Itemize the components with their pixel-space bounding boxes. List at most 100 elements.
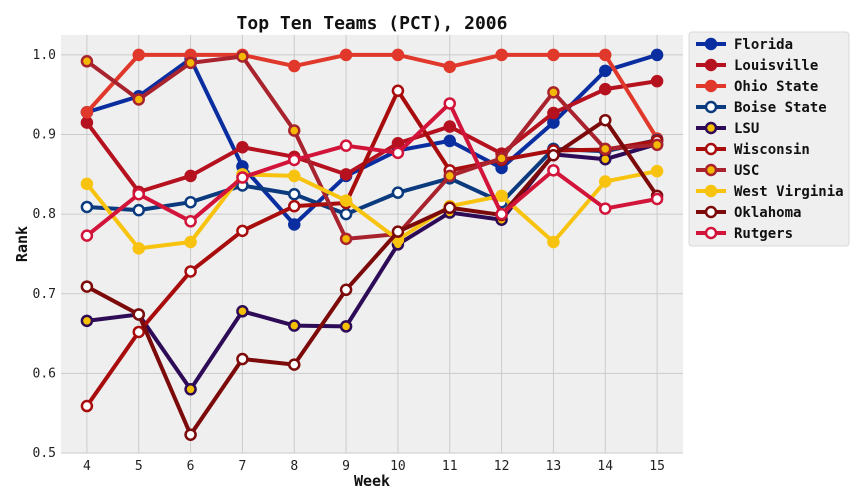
series-line <box>85 52 659 140</box>
data-point <box>391 186 405 199</box>
data-point <box>599 64 612 78</box>
data-point <box>339 194 353 207</box>
data-point <box>547 106 560 120</box>
data-point <box>443 120 456 133</box>
data-point <box>547 48 560 62</box>
data-point <box>80 399 94 413</box>
legend-label: Ohio State <box>734 79 818 95</box>
data-point <box>288 218 301 231</box>
series-line <box>86 52 658 227</box>
data-point <box>184 215 197 228</box>
chart-title: Top Ten Teams (PCT), 2006 <box>237 13 508 34</box>
x-tick-label: 5 <box>135 459 143 474</box>
legend-item: West Virginia <box>696 184 844 200</box>
data-point <box>236 224 249 238</box>
legend-swatch-marker <box>704 163 718 177</box>
series-line <box>85 169 658 251</box>
legend-item: LSU <box>696 121 759 137</box>
legend-box <box>688 31 850 247</box>
data-point <box>650 192 664 206</box>
data-point <box>495 152 508 165</box>
data-point <box>288 199 301 213</box>
series-oklahoma <box>80 113 664 441</box>
data-point <box>80 105 94 119</box>
data-point <box>184 383 197 396</box>
legend-item: Oklahoma <box>696 205 801 221</box>
data-point <box>339 207 353 221</box>
data-point <box>80 55 94 68</box>
data-point <box>80 177 94 191</box>
legend-label: Wisconsin <box>734 142 810 158</box>
data-point <box>184 195 197 209</box>
data-point <box>391 48 405 62</box>
y-tick-label: 0.8 <box>33 207 56 222</box>
data-point <box>443 201 456 215</box>
data-point <box>236 141 249 154</box>
legend-swatch-marker <box>704 58 718 72</box>
data-point <box>132 242 145 255</box>
y-tick-label: 0.6 <box>33 366 56 381</box>
data-point <box>339 48 353 62</box>
x-tick-label: 13 <box>546 459 562 474</box>
data-point <box>547 164 560 177</box>
series-line <box>85 79 658 194</box>
series-usc <box>80 50 664 246</box>
legend-swatch-marker <box>704 121 718 135</box>
legend: Florida Louisville Ohio State Boise State LS… <box>688 31 850 247</box>
data-point <box>236 171 249 184</box>
legend-item: Boise State <box>696 100 827 116</box>
data-point <box>339 320 353 333</box>
data-point <box>443 134 456 148</box>
data-point <box>288 124 301 137</box>
data-point <box>391 225 405 238</box>
x-tick-label: 10 <box>390 459 406 474</box>
data-point <box>599 82 612 96</box>
legend-swatch-marker <box>704 100 718 114</box>
legend-swatch-marker <box>704 142 718 156</box>
data-point <box>547 235 560 249</box>
data-point <box>236 50 249 63</box>
data-point <box>599 175 612 188</box>
data-point <box>288 169 301 183</box>
legend-item: Rutgers <box>696 226 793 242</box>
legend-item: Louisville <box>696 58 818 74</box>
legend-label: LSU <box>734 121 759 137</box>
legend-swatch-marker <box>704 226 718 240</box>
data-point <box>236 305 249 318</box>
data-point <box>184 265 197 278</box>
data-point <box>184 56 197 70</box>
data-point <box>547 86 560 99</box>
legend-item: Ohio State <box>696 79 818 95</box>
data-point <box>80 280 94 293</box>
series-group <box>80 48 664 441</box>
x-tick-label: 12 <box>494 459 510 474</box>
data-point <box>132 308 145 321</box>
legend-swatch-marker <box>704 37 718 51</box>
y-axis-ticks: 0.5 0.6 0.7 0.8 0.9 1.0 <box>33 48 56 461</box>
data-point <box>391 84 405 97</box>
data-point <box>80 200 94 214</box>
data-point <box>391 146 405 160</box>
legend-label: Rutgers <box>734 226 793 242</box>
data-point <box>339 139 353 152</box>
data-point <box>650 138 664 152</box>
legend-item: USC <box>696 163 759 179</box>
y-tick-label: 0.9 <box>33 128 56 143</box>
data-point <box>132 203 145 217</box>
x-axis-label: Week <box>354 472 390 490</box>
data-point <box>599 113 612 127</box>
legend-label: Louisville <box>734 58 818 74</box>
legend-label: West Virginia <box>734 184 844 200</box>
data-point <box>339 283 353 297</box>
legend-swatch-marker <box>704 205 718 219</box>
data-point <box>132 93 145 106</box>
series-line <box>85 54 658 241</box>
data-point <box>650 164 664 178</box>
data-point <box>547 148 560 162</box>
data-point <box>495 207 508 221</box>
data-point <box>80 314 94 328</box>
series-line <box>85 101 658 238</box>
data-point <box>288 358 301 371</box>
y-axis-label: Rank <box>13 226 31 262</box>
